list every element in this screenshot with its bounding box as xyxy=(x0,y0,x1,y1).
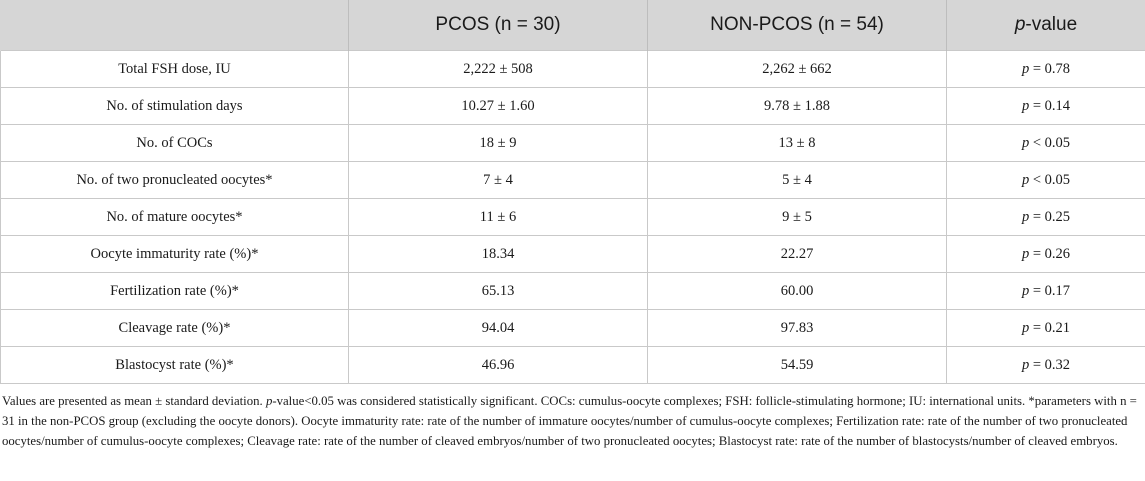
cell-p-italic: p xyxy=(1021,60,1030,77)
cell-non-pcos: 5 ± 4 xyxy=(647,161,947,199)
table-row: Blastocyst rate (%)* 46.96 54.59 p = 0.32 xyxy=(0,346,1145,384)
cell-p-value: p = 0.26 xyxy=(946,235,1145,273)
header-parameter xyxy=(0,0,349,51)
table-body: Total FSH dose, IU 2,222 ± 508 2,262 ± 662… xyxy=(0,50,1145,384)
cell-p-italic: p xyxy=(1021,134,1030,151)
header-p-rest: -value xyxy=(1025,14,1078,35)
table-row: Oocyte immaturity rate (%)* 18.34 22.27 p =… xyxy=(0,235,1145,273)
cell-parameter: Oocyte immaturity rate (%)* xyxy=(0,235,349,273)
footnote-part1: Values are presented as mean ± standard … xyxy=(2,394,266,408)
cell-p-italic: p xyxy=(1021,356,1030,373)
table-row: Fertilization rate (%)* 65.13 60.00 p = 0.1… xyxy=(0,272,1145,310)
cell-non-pcos: 9.78 ± 1.88 xyxy=(647,87,947,125)
header-p-value: p-value xyxy=(946,0,1145,51)
cell-p-number: < 0.05 xyxy=(1032,171,1071,188)
cell-p-italic: p xyxy=(1021,319,1030,336)
results-table: PCOS (n = 30) NON-PCOS (n = 54) p-value … xyxy=(0,0,1145,384)
footnote-p-italic: p xyxy=(265,394,273,408)
cell-pcos: 18 ± 9 xyxy=(348,124,648,162)
cell-p-number: = 0.21 xyxy=(1032,319,1071,336)
cell-non-pcos: 60.00 xyxy=(647,272,947,310)
cell-parameter: Cleavage rate (%)* xyxy=(0,309,349,347)
table-row: Cleavage rate (%)* 94.04 97.83 p = 0.21 xyxy=(0,309,1145,347)
cell-non-pcos: 2,262 ± 662 xyxy=(647,50,947,88)
cell-p-italic: p xyxy=(1021,97,1030,114)
cell-p-value: p = 0.14 xyxy=(946,87,1145,125)
header-pcos: PCOS (n = 30) xyxy=(348,0,648,51)
cell-p-number: = 0.26 xyxy=(1032,245,1071,262)
cell-parameter: No. of COCs xyxy=(0,124,349,162)
cell-p-number: < 0.05 xyxy=(1032,134,1071,151)
cell-pcos: 46.96 xyxy=(348,346,648,384)
cell-parameter: Blastocyst rate (%)* xyxy=(0,346,349,384)
cell-pcos: 18.34 xyxy=(348,235,648,273)
cell-p-number: = 0.78 xyxy=(1032,60,1071,77)
cell-p-number: = 0.17 xyxy=(1032,282,1071,299)
cell-pcos: 2,222 ± 508 xyxy=(348,50,648,88)
footnote-part2: -value<0.05 was considered statistically… xyxy=(2,394,1137,448)
cell-p-number: = 0.25 xyxy=(1032,208,1071,225)
cell-pcos: 94.04 xyxy=(348,309,648,347)
cell-non-pcos: 22.27 xyxy=(647,235,947,273)
cell-p-italic: p xyxy=(1021,282,1030,299)
header-non-pcos: NON-PCOS (n = 54) xyxy=(647,0,947,51)
table-footnote: Values are presented as mean ± standard … xyxy=(0,384,1145,451)
cell-p-value: p = 0.25 xyxy=(946,198,1145,236)
cell-pcos: 7 ± 4 xyxy=(348,161,648,199)
cell-pcos: 65.13 xyxy=(348,272,648,310)
cell-pcos: 11 ± 6 xyxy=(348,198,648,236)
header-row: PCOS (n = 30) NON-PCOS (n = 54) p-value xyxy=(0,0,1145,51)
table-row: No. of stimulation days 10.27 ± 1.60 9.78 … xyxy=(0,87,1145,125)
cell-p-value: p < 0.05 xyxy=(946,124,1145,162)
header-p-italic: p xyxy=(1014,14,1026,35)
cell-p-number: = 0.14 xyxy=(1032,97,1071,114)
table-container: PCOS (n = 30) NON-PCOS (n = 54) p-value … xyxy=(0,0,1145,451)
cell-parameter: Total FSH dose, IU xyxy=(0,50,349,88)
cell-parameter: Fertilization rate (%)* xyxy=(0,272,349,310)
cell-p-value: p = 0.17 xyxy=(946,272,1145,310)
cell-parameter: No. of mature oocytes* xyxy=(0,198,349,236)
cell-pcos: 10.27 ± 1.60 xyxy=(348,87,648,125)
cell-p-value: p < 0.05 xyxy=(946,161,1145,199)
cell-p-value: p = 0.21 xyxy=(946,309,1145,347)
cell-non-pcos: 13 ± 8 xyxy=(647,124,947,162)
cell-p-italic: p xyxy=(1021,171,1030,188)
cell-p-italic: p xyxy=(1021,208,1030,225)
cell-p-number: = 0.32 xyxy=(1032,356,1071,373)
cell-p-italic: p xyxy=(1021,245,1030,262)
cell-non-pcos: 54.59 xyxy=(647,346,947,384)
table-header: PCOS (n = 30) NON-PCOS (n = 54) p-value xyxy=(0,0,1145,51)
cell-parameter: No. of stimulation days xyxy=(0,87,349,125)
table-row: Total FSH dose, IU 2,222 ± 508 2,262 ± 662… xyxy=(0,50,1145,88)
cell-p-value: p = 0.78 xyxy=(946,50,1145,88)
cell-parameter: No. of two pronucleated oocytes* xyxy=(0,161,349,199)
cell-non-pcos: 97.83 xyxy=(647,309,947,347)
cell-non-pcos: 9 ± 5 xyxy=(647,198,947,236)
cell-p-value: p = 0.32 xyxy=(946,346,1145,384)
